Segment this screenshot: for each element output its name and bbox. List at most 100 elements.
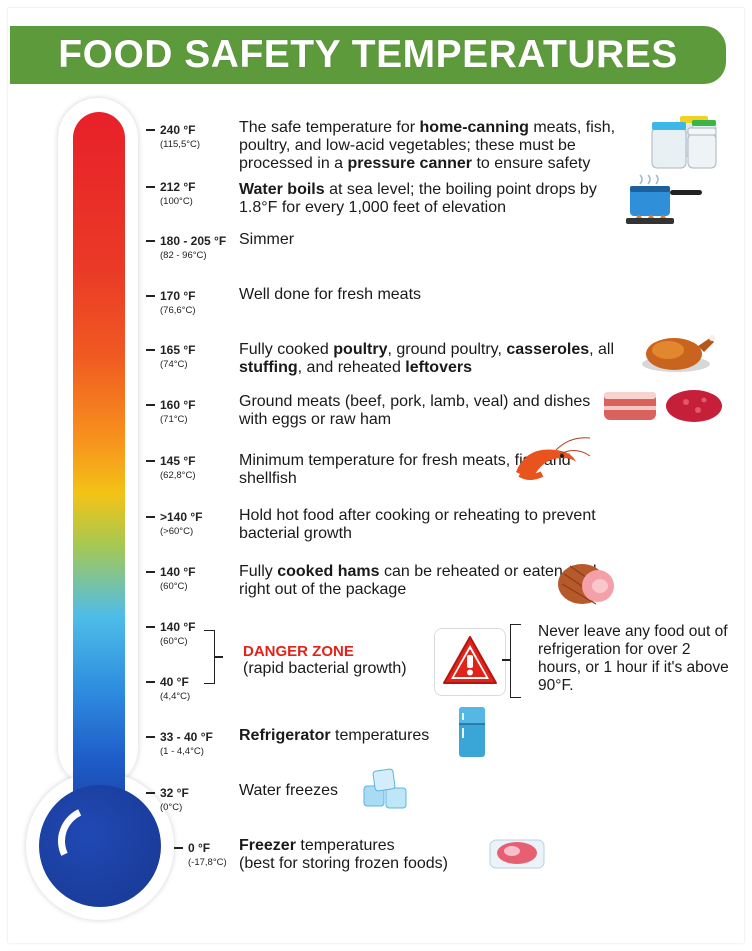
tick-celsius: (60°C)	[160, 581, 188, 592]
tick-celsius: (115,5°C)	[160, 139, 201, 150]
temperature-description: Well done for fresh meats	[239, 286, 619, 304]
description-text: Well done for fresh meats	[239, 286, 422, 303]
tick-fahrenheit: 160 °F	[146, 398, 236, 412]
tick-fahrenheit: 240 °F	[146, 123, 236, 137]
description-emphasis: Water boils	[239, 181, 325, 198]
description-emphasis: Refrigerator	[239, 727, 331, 744]
description-text: Hold hot food after cooking or reheating…	[239, 507, 596, 542]
description-emphasis: leftovers	[405, 359, 472, 376]
title-banner	[10, 26, 726, 84]
description-text: (best for storing frozen foods)	[239, 855, 448, 872]
danger-zone-title: DANGER ZONE	[243, 643, 354, 660]
tick-celsius: (62,8°C)	[160, 470, 196, 481]
tick-fahrenheit: 165 °F	[146, 343, 236, 357]
frozen-meat-icon	[489, 839, 545, 869]
description-emphasis: home-canning	[419, 119, 529, 136]
temperature-tick: 140 °F (60°C)	[146, 620, 204, 647]
tick-celsius: (>60°C)	[160, 526, 194, 537]
description-text: can be reheated or eaten cold, right out…	[239, 563, 601, 598]
temperature-description: Water boils at sea level; the boiling po…	[239, 181, 619, 217]
tick-fahrenheit: 212 °F	[146, 180, 236, 194]
canning-jars-icon	[651, 116, 717, 169]
tick-fahrenheit: 0 °F	[174, 841, 264, 855]
temperature-tick: 165 °F (74°C)	[146, 343, 236, 370]
temperature-tick: 0 °F (-17,8°C)	[174, 841, 264, 868]
description-emphasis: Freezer	[239, 837, 296, 854]
thermometer-bulb	[39, 785, 161, 907]
temperature-description: Hold hot food after cooking or reheating…	[239, 507, 659, 543]
description-text: Water freezes	[239, 782, 338, 799]
tick-celsius: (-17,8°C)	[188, 857, 227, 868]
tick-fahrenheit: 140 °F	[146, 565, 236, 579]
tick-celsius: (1 - 4,4°C)	[160, 746, 204, 757]
ham-icon	[558, 564, 614, 605]
tick-fahrenheit: 140 °F	[146, 620, 204, 634]
description-text: Minimum temperature for fresh meats, fis…	[239, 452, 571, 487]
temperature-tick: >140 °F (>60°C)	[146, 510, 236, 537]
temperature-tick: 240 °F (115,5°C)	[146, 123, 236, 150]
temperature-description: Simmer	[239, 231, 619, 249]
tick-celsius: (74°C)	[160, 359, 188, 370]
tick-fahrenheit: 180 - 205 °F	[146, 234, 236, 248]
raw-meat-icon	[604, 390, 722, 422]
temperature-tick: 33 - 40 °F (1 - 4,4°C)	[146, 730, 236, 757]
tick-fahrenheit: 32 °F	[146, 786, 236, 800]
temperature-tick: 32 °F (0°C)	[146, 786, 236, 813]
temperature-description: Refrigerator temperatures	[239, 727, 619, 745]
description-text: Fully cooked	[239, 341, 334, 358]
description-emphasis: casseroles	[506, 341, 590, 358]
note-bracket-tick	[502, 659, 510, 661]
danger-zone-bracket	[204, 630, 215, 684]
description-text: Fully	[239, 563, 278, 580]
description-text: meats, fish, poultry, and low-acid veget…	[239, 119, 616, 172]
tick-celsius: (82 - 96°C)	[160, 250, 207, 261]
temperature-tick: 170 °F (76,6°C)	[146, 289, 236, 316]
temperature-description: Freezer temperatures (best for storing fr…	[239, 837, 619, 873]
tick-celsius: (100°C)	[160, 196, 193, 207]
tick-fahrenheit: >140 °F	[146, 510, 236, 524]
temperature-tick: 180 - 205 °F (82 - 96°C)	[146, 234, 236, 261]
description-text: Simmer	[239, 231, 295, 248]
tick-celsius: (76,6°C)	[160, 305, 196, 316]
shrimp-icon	[516, 437, 591, 480]
description-text: temperatures	[295, 837, 395, 854]
tick-celsius: (4,4°C)	[160, 691, 191, 702]
temperature-tick: 160 °F (71°C)	[146, 398, 236, 425]
description-emphasis: poultry	[333, 341, 388, 358]
tick-celsius: (60°C)	[160, 636, 188, 647]
description-text: , ground poultry,	[387, 341, 507, 358]
description-text: at sea level; the boiling point drops by…	[239, 181, 597, 216]
danger-zone-bracket-tick	[215, 656, 223, 658]
ice-cubes-icon	[363, 768, 407, 809]
temperature-description: Minimum temperature for fresh meats, fis…	[239, 452, 619, 488]
description-text: , and reheated	[297, 359, 406, 376]
temperature-description: The safe temperature for home-canning me…	[239, 119, 649, 173]
temperature-description: Ground meats (beef, pork, lamb, veal) an…	[239, 393, 619, 429]
tick-celsius: (0°C)	[160, 802, 183, 813]
tick-fahrenheit: 40 °F	[146, 675, 204, 689]
description-emphasis: stuffing	[239, 359, 298, 376]
warning-triangle-icon	[443, 636, 497, 684]
warning-box	[434, 628, 506, 696]
danger-zone-note: Never leave any food out of refrigeratio…	[538, 623, 729, 694]
temperature-tick: 145 °F (62,8°C)	[146, 454, 236, 481]
description-text: temperatures	[330, 727, 430, 744]
temperature-description: Fully cooked poultry, ground poultry, ca…	[239, 341, 619, 377]
refrigerator-icon	[459, 707, 485, 757]
description-text: to ensure safety	[472, 155, 591, 172]
description-text: , all	[589, 341, 615, 358]
description-text: Ground meats (beef, pork, lamb, veal) an…	[239, 393, 591, 428]
temperature-description: Fully cooked hams can be reheated or eat…	[239, 563, 619, 599]
page-title: FOOD SAFETY TEMPERATURES	[58, 33, 678, 76]
note-bracket	[510, 624, 521, 698]
temperature-tick: 140 °F (60°C)	[146, 565, 236, 592]
roast-turkey-icon	[642, 335, 715, 372]
tick-fahrenheit: 33 - 40 °F	[146, 730, 236, 744]
description-text: The safe temperature for	[239, 119, 420, 136]
description-emphasis: pressure canner	[347, 155, 473, 172]
temperature-tick: 212 °F (100°C)	[146, 180, 236, 207]
tick-fahrenheit: 170 °F	[146, 289, 236, 303]
description-emphasis: cooked hams	[277, 563, 380, 580]
temperature-tick: 40 °F (4,4°C)	[146, 675, 204, 702]
thermometer-tube	[73, 112, 125, 832]
